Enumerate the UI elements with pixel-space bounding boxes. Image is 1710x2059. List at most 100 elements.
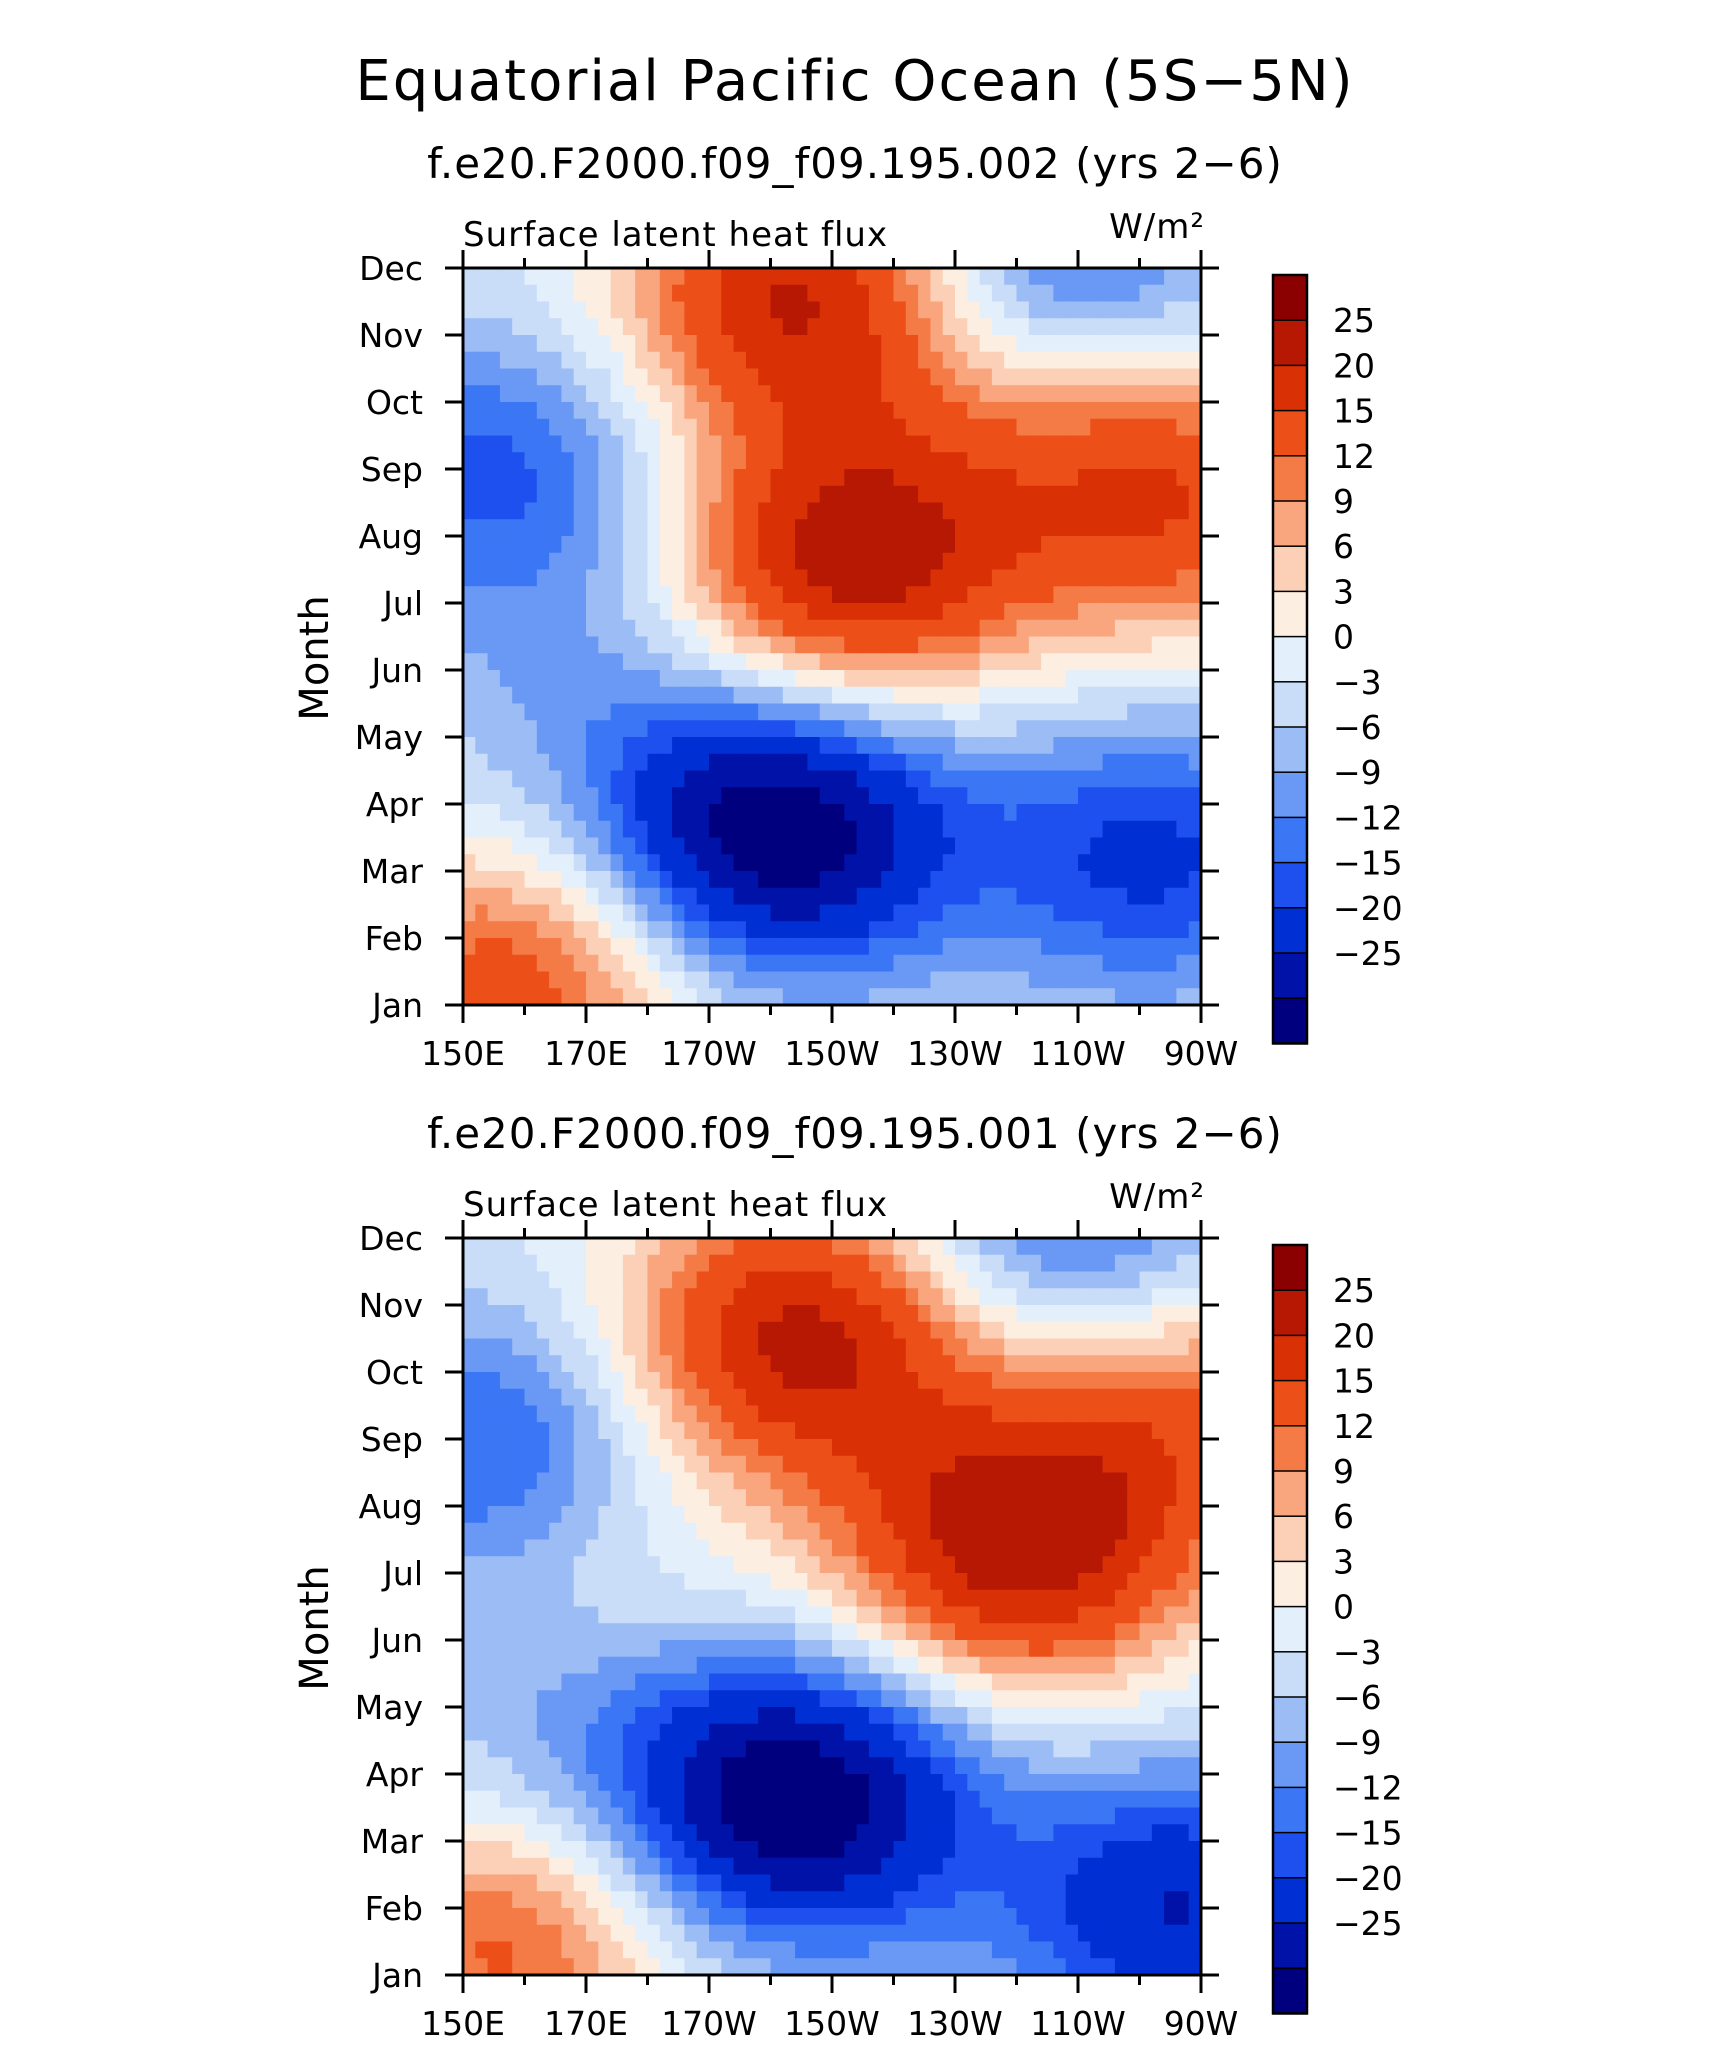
heatmap-cell	[475, 653, 489, 671]
heatmap-cell	[782, 1506, 796, 1524]
heatmap-cell	[930, 988, 944, 1006]
heatmap-cell	[807, 1489, 821, 1507]
heatmap-cell	[610, 1757, 624, 1775]
heatmap-cell	[709, 1807, 722, 1825]
heatmap-cell	[635, 670, 649, 688]
heatmap-cell	[1090, 1841, 1104, 1859]
heatmap-cell	[1164, 1673, 1177, 1691]
heatmap-cell	[856, 301, 870, 319]
heatmap-cell	[782, 1690, 796, 1708]
heatmap-cell	[1176, 988, 1190, 1006]
heatmap-cell	[795, 1723, 808, 1742]
heatmap-cell	[1114, 1321, 1128, 1340]
heatmap-cell	[475, 1321, 489, 1340]
heatmap-cell	[991, 1841, 1005, 1859]
heatmap-cell	[635, 837, 649, 855]
heatmap-cell	[1188, 368, 1202, 386]
heatmap-cell	[1176, 1656, 1190, 1675]
heatmap-cell	[561, 1305, 575, 1323]
heatmap-cell	[795, 670, 808, 688]
heatmap-cell	[782, 1623, 796, 1641]
heatmap-cell	[696, 1606, 710, 1624]
heatmap-cell	[1102, 670, 1116, 688]
heatmap-cell	[512, 1589, 526, 1608]
heatmap-cell	[721, 686, 735, 705]
heatmap-cell	[1090, 971, 1104, 989]
heatmap-cell	[918, 1338, 931, 1356]
heatmap-cell	[918, 820, 931, 839]
heatmap-cell	[770, 653, 784, 671]
heatmap-cell	[967, 1321, 981, 1340]
heatmap-cell	[733, 904, 747, 922]
heatmap-cell	[881, 1623, 895, 1641]
heatmap-cell	[930, 1539, 944, 1557]
heatmap-cell	[745, 569, 759, 587]
heatmap-cell	[696, 402, 710, 420]
heatmap-cell	[499, 435, 513, 453]
heatmap-cell	[1004, 1455, 1018, 1474]
heatmap-cell	[1065, 837, 1079, 855]
heatmap-cell	[487, 1707, 501, 1725]
heatmap-cell	[991, 1790, 1005, 1809]
heatmap-cell	[770, 452, 784, 470]
heatmap-cell	[1004, 1640, 1018, 1658]
heatmap-cell	[918, 1288, 931, 1306]
heatmap-cell	[1164, 1774, 1177, 1792]
heatmap-cell	[512, 1824, 526, 1842]
heatmap-cell	[967, 1723, 981, 1742]
heatmap-cell	[1127, 502, 1141, 520]
heatmap-cell	[1028, 636, 1042, 654]
heatmap-cell	[524, 1271, 538, 1289]
heatmap-cell	[832, 519, 845, 537]
heatmap-cell	[635, 318, 649, 336]
heatmap-cell	[1041, 402, 1054, 420]
heatmap-cell	[586, 1439, 599, 1457]
heatmap-cell	[1004, 1539, 1018, 1557]
heatmap-cell	[979, 552, 993, 571]
heatmap-cell	[1139, 753, 1153, 772]
heatmap-cell	[1065, 1707, 1079, 1725]
heatmap-cell	[1090, 837, 1104, 855]
heatmap-cell	[733, 854, 747, 872]
heatmap-cell	[1016, 402, 1030, 420]
heatmap-cell	[942, 502, 956, 520]
heatmap-cell	[856, 636, 870, 654]
heatmap-cell	[1078, 552, 1091, 571]
heatmap-cell	[930, 971, 944, 989]
heatmap-cell	[1127, 988, 1141, 1006]
heatmap-cell	[573, 1355, 587, 1373]
heatmap-cell	[586, 619, 599, 638]
heatmap-cell	[1028, 820, 1042, 839]
heatmap-cell	[770, 938, 784, 956]
heatmap-cell	[856, 871, 870, 889]
heatmap-cell	[499, 804, 513, 822]
heatmap-cell	[1188, 1288, 1202, 1306]
heatmap-cell	[709, 1321, 722, 1340]
heatmap-cell	[475, 921, 489, 939]
heatmap-cell	[967, 703, 981, 721]
heatmap-cell	[487, 1288, 501, 1306]
heatmap-cell	[893, 1656, 907, 1675]
heatmap-cell	[463, 954, 476, 973]
heatmap-cell	[1090, 1723, 1104, 1742]
heatmap-cell	[1028, 1606, 1042, 1624]
y-tick-label: Jan	[370, 986, 423, 1025]
heatmap-cell	[1065, 1305, 1079, 1323]
heatmap-cell	[622, 385, 636, 403]
heatmap-cell	[696, 820, 710, 839]
heatmap-cell	[1151, 1355, 1165, 1373]
heatmap-cell	[561, 954, 575, 973]
heatmap-cell	[1114, 938, 1128, 956]
heatmap-cell	[475, 1623, 489, 1641]
heatmap-cell	[499, 720, 513, 738]
heatmap-cell	[1016, 1489, 1030, 1507]
heatmap-cell	[1090, 569, 1104, 587]
heatmap-cell	[721, 469, 735, 487]
heatmap-cell	[807, 1522, 821, 1541]
heatmap-cell	[659, 1422, 673, 1440]
heatmap-cell	[635, 1405, 649, 1423]
heatmap-cell	[930, 636, 944, 654]
heatmap-cell	[622, 1439, 636, 1457]
heatmap-cell	[856, 1439, 870, 1457]
heatmap-cell	[991, 368, 1005, 386]
